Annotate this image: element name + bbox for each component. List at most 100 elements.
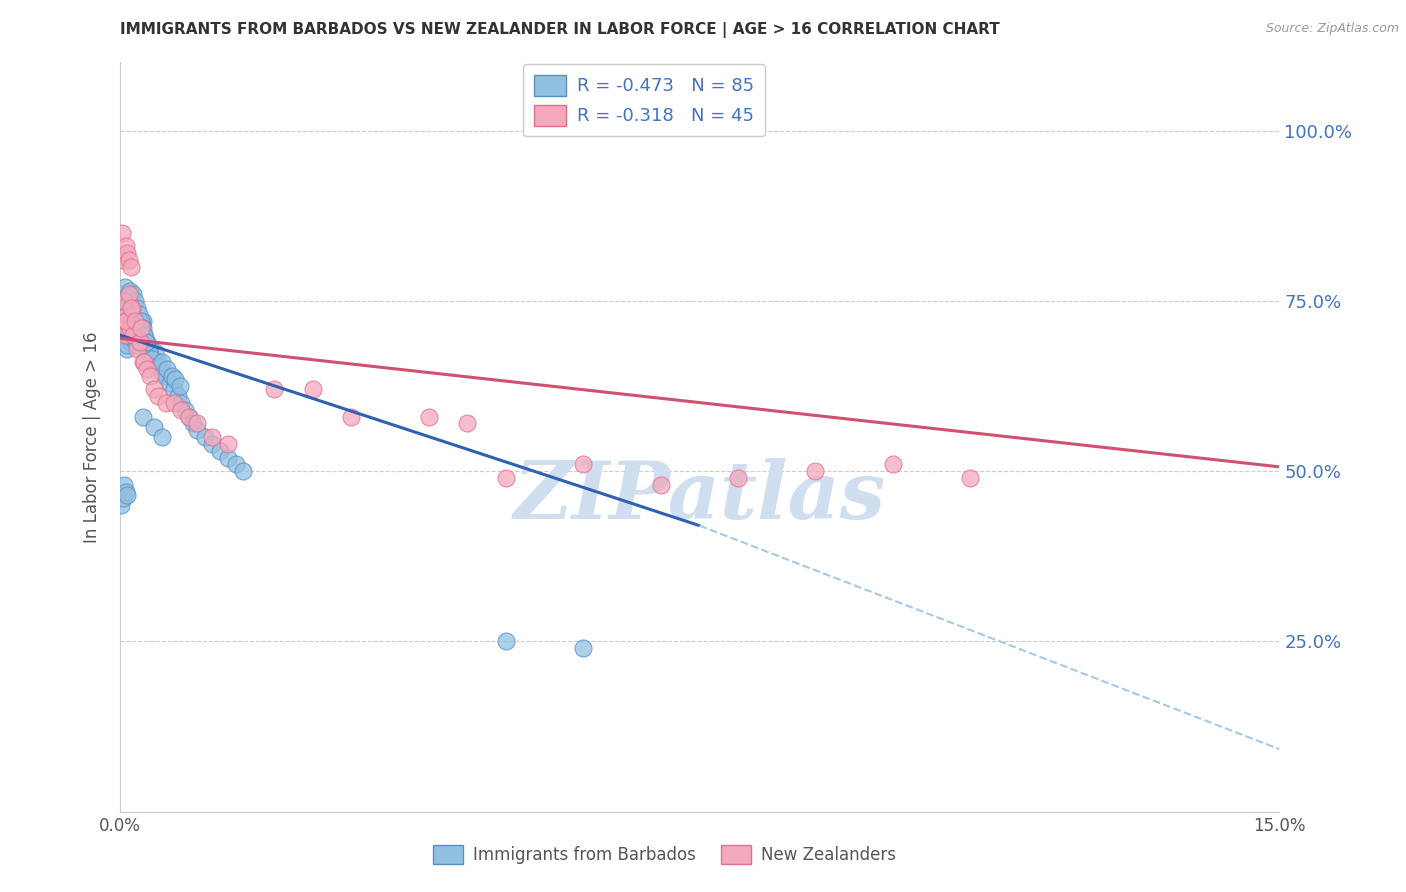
Point (112, 252, 135, 267)
Point (150, 430, 173, 444)
Point (150, 355, 173, 369)
Point (111, 491, 134, 506)
Point (112, 293, 135, 308)
Point (112, 308, 135, 322)
Point (139, 368, 162, 383)
Point (112, 331, 135, 345)
Point (125, 325, 148, 339)
Point (120, 334, 142, 349)
Point (148, 355, 170, 369)
Point (118, 287, 141, 301)
Point (132, 321, 155, 335)
Point (114, 314, 136, 328)
Point (128, 334, 150, 349)
Point (155, 368, 177, 383)
Point (117, 297, 139, 311)
Point (114, 327, 136, 342)
Point (495, 634, 517, 648)
Point (160, 368, 183, 383)
Point (208, 443, 231, 458)
Point (114, 325, 136, 339)
Point (122, 327, 145, 342)
Point (128, 321, 150, 335)
Point (128, 334, 150, 349)
Point (143, 345, 166, 359)
Point (804, 464, 827, 478)
Point (112, 477, 135, 491)
Point (118, 318, 141, 332)
Point (128, 308, 150, 322)
Point (181, 417, 204, 431)
Point (217, 437, 239, 451)
Point (141, 351, 163, 366)
Point (882, 458, 904, 472)
Point (145, 359, 167, 373)
Point (118, 321, 141, 335)
Point (120, 260, 142, 274)
Point (121, 301, 143, 315)
Point (110, 498, 132, 512)
Point (156, 362, 179, 376)
Point (132, 355, 155, 369)
Point (135, 338, 157, 352)
Point (127, 342, 149, 356)
Point (129, 314, 152, 328)
Point (120, 301, 142, 315)
Y-axis label: In Labor Force | Age > 16: In Labor Force | Age > 16 (83, 331, 101, 543)
Point (217, 450, 239, 465)
Point (232, 464, 254, 478)
Point (143, 420, 166, 434)
Point (174, 402, 197, 417)
Point (142, 351, 165, 366)
Point (120, 310, 142, 325)
Point (301, 383, 323, 397)
Point (177, 409, 200, 424)
Point (115, 290, 138, 304)
Text: ZIPatlas: ZIPatlas (513, 458, 886, 536)
Point (114, 239, 136, 253)
Point (340, 409, 363, 424)
Point (121, 331, 143, 345)
Point (118, 284, 141, 298)
Point (117, 342, 138, 356)
Point (186, 417, 208, 431)
Point (122, 318, 145, 332)
Point (456, 417, 478, 431)
Point (129, 321, 152, 335)
Point (111, 314, 134, 328)
Point (201, 437, 224, 451)
Point (115, 314, 138, 328)
Text: Source: ZipAtlas.com: Source: ZipAtlas.com (1265, 22, 1399, 36)
Point (114, 280, 136, 294)
Point (115, 318, 138, 332)
Point (193, 430, 217, 444)
Point (162, 396, 186, 410)
Point (112, 314, 135, 328)
Point (112, 293, 135, 308)
Point (650, 477, 672, 491)
Point (121, 321, 143, 335)
Point (201, 430, 224, 444)
Point (114, 327, 136, 342)
Point (114, 484, 136, 499)
Point (124, 314, 146, 328)
Point (225, 458, 247, 472)
Point (166, 389, 188, 403)
Point (118, 325, 141, 339)
Point (135, 334, 157, 349)
Point (134, 355, 156, 369)
Point (263, 383, 285, 397)
Point (170, 402, 193, 417)
Point (117, 308, 138, 322)
Point (177, 409, 200, 424)
Legend: Immigrants from Barbados, New Zealanders: Immigrants from Barbados, New Zealanders (426, 838, 903, 871)
Point (120, 308, 142, 322)
Point (125, 338, 148, 352)
Point (118, 321, 141, 335)
Point (117, 246, 138, 260)
Point (111, 287, 134, 301)
Point (727, 471, 749, 485)
Point (170, 396, 193, 410)
Point (165, 372, 187, 386)
Text: IMMIGRANTS FROM BARBADOS VS NEW ZEALANDER IN LABOR FORCE | AGE > 16 CORRELATION : IMMIGRANTS FROM BARBADOS VS NEW ZEALANDE… (120, 22, 1000, 38)
